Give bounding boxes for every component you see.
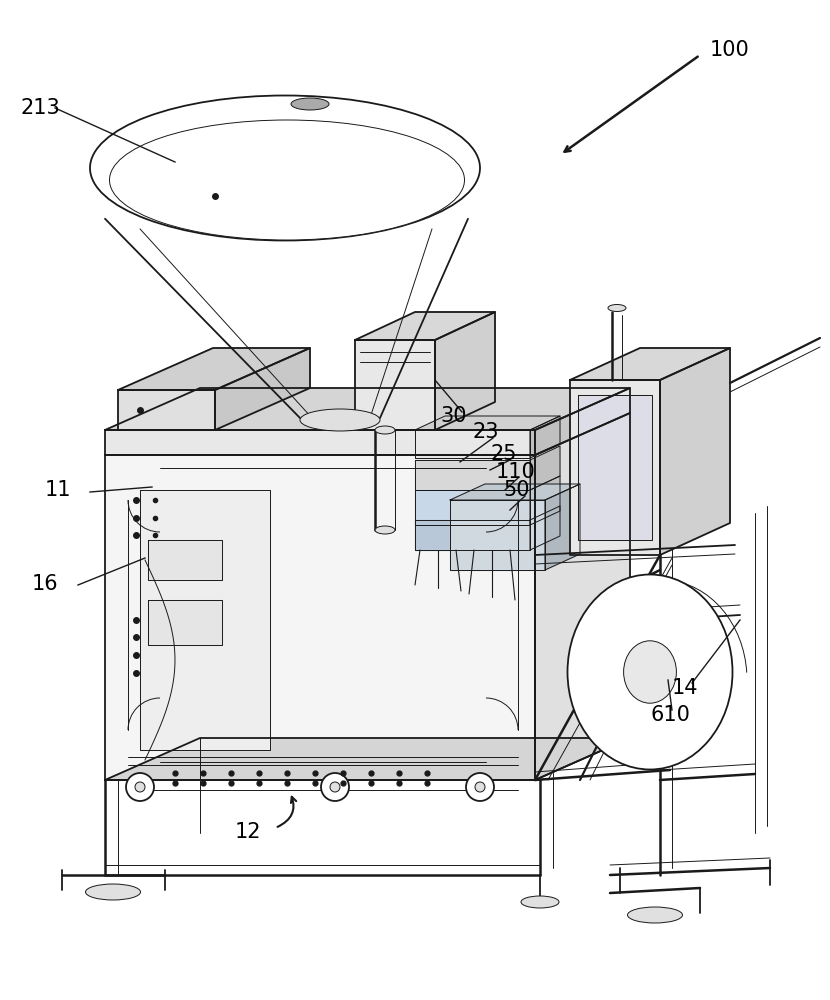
Polygon shape	[545, 484, 580, 570]
Polygon shape	[355, 340, 435, 430]
Polygon shape	[535, 388, 630, 455]
Polygon shape	[578, 395, 652, 540]
Text: 11: 11	[45, 480, 71, 500]
Polygon shape	[530, 446, 560, 490]
Ellipse shape	[568, 574, 733, 770]
Polygon shape	[415, 416, 560, 430]
Polygon shape	[660, 348, 730, 555]
Polygon shape	[148, 600, 222, 645]
Polygon shape	[535, 413, 630, 780]
Polygon shape	[355, 312, 495, 340]
Polygon shape	[435, 312, 495, 430]
Polygon shape	[450, 500, 545, 570]
Polygon shape	[415, 460, 530, 490]
Polygon shape	[105, 430, 535, 455]
Polygon shape	[118, 390, 215, 430]
Ellipse shape	[330, 782, 340, 792]
Polygon shape	[105, 738, 630, 780]
Text: 14: 14	[672, 678, 699, 698]
Ellipse shape	[623, 641, 676, 703]
Ellipse shape	[475, 782, 485, 792]
Ellipse shape	[135, 782, 145, 792]
Polygon shape	[415, 490, 530, 525]
Text: 110: 110	[496, 462, 535, 482]
Ellipse shape	[85, 884, 140, 900]
Polygon shape	[140, 490, 270, 750]
Ellipse shape	[291, 98, 329, 110]
Polygon shape	[450, 484, 580, 500]
Polygon shape	[105, 388, 630, 430]
Ellipse shape	[126, 773, 154, 801]
Ellipse shape	[608, 304, 626, 312]
Polygon shape	[530, 416, 560, 458]
Polygon shape	[215, 348, 310, 430]
Text: 30: 30	[440, 406, 466, 426]
Text: 16: 16	[32, 574, 59, 594]
Text: 610: 610	[650, 705, 690, 725]
Ellipse shape	[466, 773, 494, 801]
Polygon shape	[415, 430, 530, 458]
Text: 213: 213	[20, 98, 60, 118]
Polygon shape	[105, 455, 535, 780]
Text: 100: 100	[710, 40, 749, 60]
Ellipse shape	[521, 896, 559, 908]
Polygon shape	[570, 380, 660, 555]
Ellipse shape	[321, 773, 349, 801]
Text: 25: 25	[490, 444, 516, 464]
Ellipse shape	[627, 907, 682, 923]
Polygon shape	[530, 506, 560, 550]
Polygon shape	[148, 540, 222, 580]
Ellipse shape	[375, 526, 395, 534]
Polygon shape	[118, 348, 310, 390]
Ellipse shape	[90, 96, 480, 240]
Text: 12: 12	[235, 822, 261, 842]
Text: 23: 23	[472, 422, 499, 442]
Polygon shape	[415, 520, 530, 550]
Ellipse shape	[110, 120, 465, 240]
Ellipse shape	[375, 426, 395, 434]
Ellipse shape	[300, 409, 380, 431]
Polygon shape	[570, 348, 730, 380]
Text: 50: 50	[503, 480, 530, 500]
Polygon shape	[530, 476, 560, 525]
